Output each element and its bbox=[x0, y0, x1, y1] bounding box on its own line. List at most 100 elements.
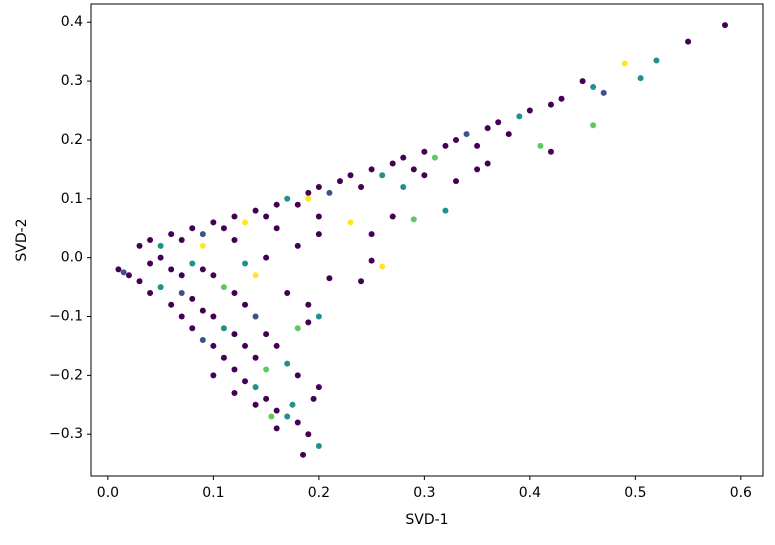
point bbox=[231, 331, 238, 338]
point bbox=[558, 95, 565, 102]
point bbox=[300, 451, 307, 458]
point bbox=[168, 231, 175, 238]
point bbox=[210, 372, 217, 379]
point bbox=[263, 254, 270, 261]
point bbox=[484, 160, 491, 167]
point bbox=[252, 272, 259, 279]
point bbox=[273, 342, 280, 349]
point bbox=[199, 231, 206, 238]
point bbox=[294, 201, 301, 208]
point bbox=[263, 395, 270, 402]
point bbox=[199, 307, 206, 314]
point bbox=[421, 148, 428, 155]
point bbox=[115, 266, 122, 273]
point bbox=[268, 413, 275, 420]
point bbox=[400, 184, 407, 191]
point bbox=[368, 166, 375, 173]
point bbox=[147, 260, 154, 267]
point bbox=[189, 260, 196, 267]
x-tick-label: 0.0 bbox=[97, 485, 119, 501]
x-tick-label: 0.3 bbox=[413, 485, 435, 501]
point bbox=[125, 272, 132, 279]
y-tick-label: 0.0 bbox=[61, 250, 83, 266]
y-tick-label: 0.3 bbox=[61, 73, 83, 89]
point bbox=[263, 366, 270, 373]
point bbox=[210, 219, 217, 226]
point bbox=[178, 289, 185, 296]
point bbox=[168, 266, 175, 273]
point bbox=[273, 425, 280, 432]
point bbox=[231, 366, 238, 373]
point bbox=[178, 237, 185, 243]
point bbox=[516, 113, 523, 120]
x-axis-label: SVD-1 bbox=[405, 512, 448, 528]
point bbox=[474, 142, 481, 149]
point bbox=[289, 401, 296, 408]
point bbox=[442, 207, 449, 214]
x-tick-label: 0.5 bbox=[624, 485, 646, 501]
point bbox=[685, 38, 692, 45]
x-tick-label: 0.1 bbox=[202, 485, 224, 501]
point bbox=[252, 207, 259, 214]
point bbox=[220, 325, 227, 332]
point bbox=[600, 89, 607, 96]
point bbox=[294, 419, 301, 426]
point bbox=[252, 313, 259, 320]
point bbox=[284, 195, 291, 202]
point bbox=[242, 378, 249, 385]
point bbox=[252, 384, 259, 391]
point bbox=[242, 301, 249, 308]
point bbox=[379, 172, 386, 179]
point bbox=[157, 284, 164, 291]
y-tick-label: −0.1 bbox=[49, 309, 83, 325]
point bbox=[210, 342, 217, 349]
point bbox=[273, 407, 280, 414]
point bbox=[284, 289, 291, 296]
point bbox=[147, 237, 154, 243]
point bbox=[590, 83, 597, 90]
point bbox=[168, 301, 175, 308]
y-tick-label: 0.2 bbox=[61, 132, 83, 148]
point bbox=[315, 313, 322, 320]
point bbox=[231, 289, 238, 296]
point bbox=[189, 295, 196, 302]
point bbox=[389, 160, 396, 167]
point bbox=[315, 213, 322, 220]
y-axis-label: SVD-2 bbox=[14, 218, 30, 261]
point bbox=[263, 213, 270, 220]
point bbox=[189, 325, 196, 332]
x-tick-label: 0.4 bbox=[519, 485, 541, 501]
point bbox=[358, 184, 365, 191]
point bbox=[136, 242, 143, 249]
point bbox=[526, 107, 533, 114]
point bbox=[368, 231, 375, 238]
x-tick-label: 0.6 bbox=[730, 485, 752, 501]
point bbox=[653, 57, 660, 64]
point bbox=[358, 278, 365, 285]
point bbox=[305, 431, 312, 438]
point bbox=[147, 289, 154, 296]
point bbox=[252, 401, 259, 408]
point bbox=[389, 213, 396, 220]
point bbox=[284, 413, 291, 420]
point bbox=[495, 119, 502, 126]
point bbox=[178, 313, 185, 320]
point bbox=[621, 60, 628, 67]
point bbox=[579, 78, 586, 85]
point bbox=[294, 372, 301, 379]
y-tick-label: −0.3 bbox=[49, 426, 83, 442]
point bbox=[120, 269, 127, 276]
point bbox=[379, 263, 386, 270]
point bbox=[305, 195, 312, 202]
y-tick-label: 0.1 bbox=[61, 191, 83, 207]
point bbox=[722, 22, 729, 29]
point bbox=[326, 275, 333, 282]
point bbox=[242, 342, 249, 349]
point bbox=[463, 131, 470, 138]
point bbox=[505, 131, 512, 138]
point bbox=[347, 172, 354, 179]
y-tick-label: 0.4 bbox=[61, 14, 83, 30]
point bbox=[336, 178, 343, 185]
point bbox=[242, 219, 249, 226]
point bbox=[315, 184, 322, 191]
